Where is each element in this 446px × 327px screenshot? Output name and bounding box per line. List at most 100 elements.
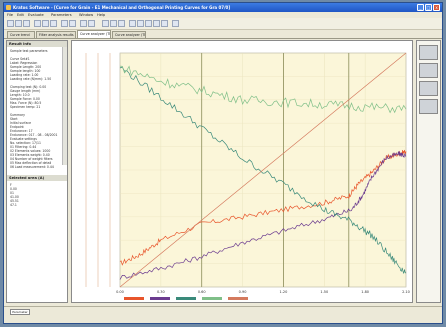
series-line-diagonal [119, 52, 407, 288]
tab-curve-analyzer[interactable]: Curve analyzer (TN) [112, 31, 146, 38]
result-info-line: Max. Force (N): 80.5 [10, 101, 42, 105]
result-info-line: Summary [10, 113, 25, 117]
selected-area-title: Selected area (A) [7, 175, 67, 181]
zoom-fit-icon[interactable] [118, 20, 125, 27]
result-info-line: 05 Max deflection of detail [10, 161, 52, 165]
zoom-in-icon[interactable] [102, 20, 109, 27]
thumbnail-2[interactable] [419, 63, 438, 78]
status-bar: Parameter [4, 306, 442, 323]
window-title: Kratos Software - [Curve for Grain - E1 … [13, 5, 231, 10]
thumbnail-1[interactable] [419, 45, 438, 60]
panel-scrollbar[interactable] [62, 47, 67, 165]
result-info-line: No. selection: 17/11 [10, 141, 41, 145]
result-info-line: Loading rate (N/mm): 1.50 [10, 77, 52, 81]
menu-window[interactable]: Window [79, 13, 94, 17]
table-icon[interactable] [50, 20, 57, 27]
selected-area-line: 41.00 [10, 195, 19, 199]
result-info-line: Evaluate settings [10, 137, 37, 141]
thumbnail-3[interactable] [419, 81, 438, 96]
save-icon[interactable] [23, 20, 30, 27]
selected-area-line: 01 [10, 191, 14, 195]
settings-icon[interactable] [153, 20, 160, 27]
result-info-line: 04 Number of weight filters [10, 157, 53, 161]
menu-bar: File Edit Evaluate Parameters Window Hel… [4, 12, 442, 18]
tab-curve-analyzer-active[interactable]: Curve analyzer (TN) [77, 30, 111, 38]
menu-edit[interactable]: Edit [17, 13, 24, 17]
result-info-line: Start [10, 117, 18, 121]
x-tick-label: 2.10 [402, 290, 410, 294]
zoom-out-icon[interactable] [110, 20, 117, 27]
result-info-line: Gauge length (mm) [10, 89, 41, 93]
pan-icon[interactable] [69, 20, 76, 27]
series-line-purple [119, 151, 407, 280]
thumbnail-panel [416, 40, 441, 303]
result-info-line: 06 Load measurement: 0.44 [10, 165, 54, 169]
application-window: Kratos Software - [Curve for Grain - E1 … [3, 2, 443, 324]
close-button[interactable]: x [433, 4, 440, 11]
filter-icon[interactable] [145, 20, 152, 27]
selected-area-line: 47.1 [10, 203, 17, 207]
result-info-line: Sample test parameters [10, 49, 48, 53]
series-line-green_flat [119, 65, 407, 114]
open-icon[interactable] [15, 20, 22, 27]
thumbnail-4[interactable] [419, 99, 438, 114]
maximize-button[interactable]: □ [425, 4, 432, 11]
x-tick-label: 1.80 [361, 290, 369, 294]
minimize-button[interactable]: _ [417, 4, 424, 11]
result-info-panel: Result info Sample test parameters Curve … [6, 40, 68, 303]
menu-evaluate[interactable]: Evaluate [28, 13, 44, 17]
redo-icon[interactable] [88, 20, 95, 27]
result-info-line: Sample Length: 200 [10, 65, 42, 69]
result-info-line: Length: 10.0 [10, 93, 30, 97]
x-tick-label: 0.60 [198, 290, 206, 294]
result-info-line: Clamping test (N): 0.00 [10, 85, 47, 89]
undo-icon[interactable] [80, 20, 87, 27]
measure-icon[interactable] [137, 20, 144, 27]
tab-filter-analysis[interactable]: Filter analysis results [36, 31, 76, 38]
x-tick-label: 1.50 [320, 290, 328, 294]
result-info-line: Loading rate: 1.00 [10, 73, 39, 77]
chart-svg: 0.00 0.30 0.60 0.90 1.20 1.50 1.80 2.10 [85, 52, 410, 300]
export-icon[interactable] [161, 20, 168, 27]
title-bar: Kratos Software - [Curve for Grain - E1 … [4, 3, 442, 12]
result-info-line: Sample Force: 0.00 [10, 97, 40, 101]
result-info-line: Endurance: 17 [10, 129, 33, 133]
selected-area-line: 0.00 [10, 187, 17, 191]
tab-row: Curve trend Filter analysis results Curv… [4, 30, 442, 39]
legend-swatch-diagonal [228, 297, 248, 300]
marker-icon[interactable] [129, 20, 136, 27]
x-tick-label: 0.90 [239, 290, 247, 294]
result-info-line: 02 Elements values: 1000 [10, 149, 51, 153]
selected-area-line: 45.51 [10, 199, 19, 203]
result-info-line: 03 Elements weight: 0.40 [10, 153, 50, 157]
chart-area[interactable]: 0.00 0.30 0.60 0.90 1.20 1.50 1.80 2.10 [71, 40, 413, 303]
x-tick-label: 0.00 [116, 290, 124, 294]
menu-file[interactable]: File [7, 13, 14, 17]
toolbar [4, 18, 442, 30]
tab-curve-trend[interactable]: Curve trend [7, 31, 35, 38]
legend-swatch-green_flat [202, 297, 222, 300]
legend-swatch-orange [124, 297, 144, 300]
result-info-line: Label: Regression [10, 61, 38, 65]
menu-parameters[interactable]: Parameters [51, 13, 72, 17]
help-icon[interactable] [172, 20, 179, 27]
result-info-line: Sample length: 100 [10, 69, 41, 73]
result-info-line: 01 Filtering: 0.44 [10, 145, 37, 149]
cursor-icon[interactable] [61, 20, 68, 27]
parameter-button[interactable]: Parameter [10, 309, 30, 315]
series-line-teal_descending [119, 66, 407, 275]
panel-title: Result info [7, 41, 67, 47]
result-info-line: Endpoint [10, 125, 24, 129]
result-info-line: Specimen temp: 21 [10, 105, 41, 109]
print-icon[interactable] [34, 20, 41, 27]
result-info-line: Endurance: 017 - 08 - 08/2001 [10, 133, 58, 137]
legend-swatch-purple [150, 297, 170, 300]
app-icon [6, 5, 11, 10]
result-info-line: Curve Set#1 [10, 57, 30, 61]
result-info-line: Initial surface [10, 121, 31, 125]
chart-icon[interactable] [42, 20, 49, 27]
selected-area-line: F [10, 183, 12, 187]
new-icon[interactable] [7, 20, 14, 27]
menu-help[interactable]: Help [97, 13, 106, 17]
legend-swatch-teal_descending [176, 297, 196, 300]
